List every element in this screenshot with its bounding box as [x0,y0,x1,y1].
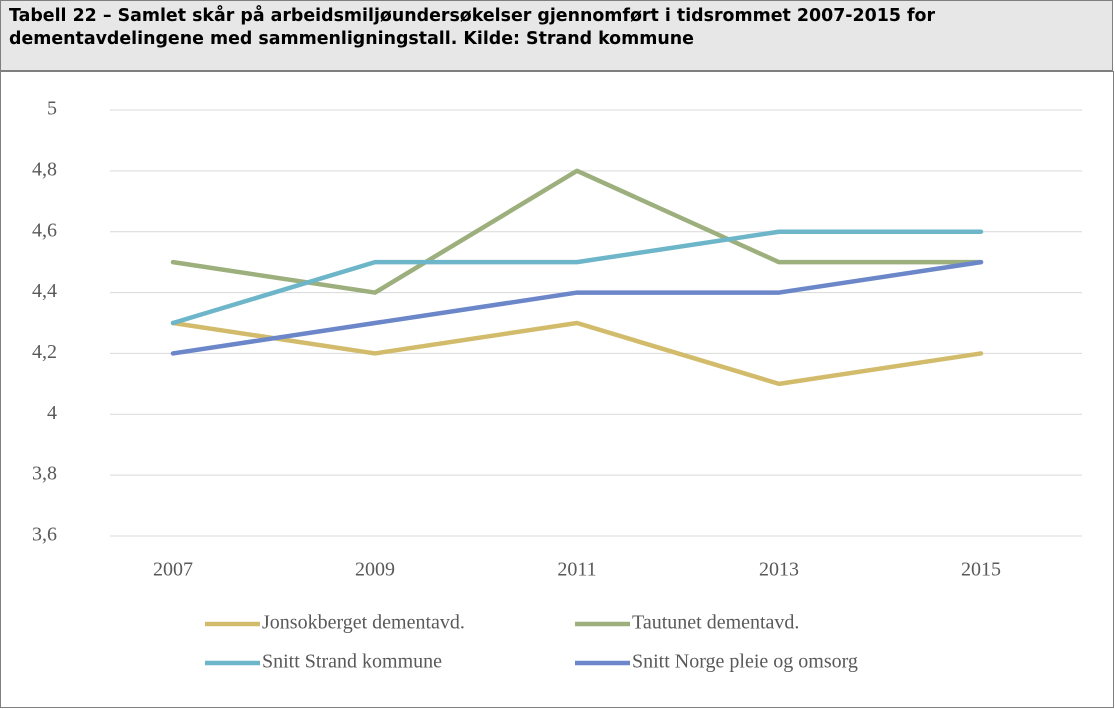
series-line [170,320,984,387]
x-tick-label: 2011 [557,559,596,581]
y-tick-label: 5 [47,98,57,120]
y-tick-label: 4 [47,402,57,424]
series-line [170,259,984,356]
y-tick-label: 3,8 [32,463,57,485]
x-tick-label: 2009 [355,559,395,581]
y-tick-label: 4,6 [32,219,57,241]
x-tick-label: 2015 [961,559,1001,581]
x-tick-label: 2013 [759,559,799,581]
y-tick-label: 4,2 [32,341,57,363]
y-tick-label: 4,4 [32,280,57,302]
legend-label: Jonsokberget dementavd. [262,612,465,634]
legend-label: Snitt Strand kommune [262,651,442,673]
legend-label: Tautunet dementavd. [632,612,799,634]
legend-label: Snitt Norge pleie og omsorg [632,651,858,673]
chart-border [0,71,1114,708]
chart-title: Tabell 22 – Samlet skår på arbeidsmiljøu… [9,6,936,49]
y-tick-label: 4,8 [32,158,57,180]
series-line [170,229,984,326]
x-tick-label: 2007 [153,559,193,581]
header: Tabell 22 – Samlet skår på arbeidsmiljøu… [0,0,1113,71]
y-tick-label: 3,6 [32,524,57,546]
